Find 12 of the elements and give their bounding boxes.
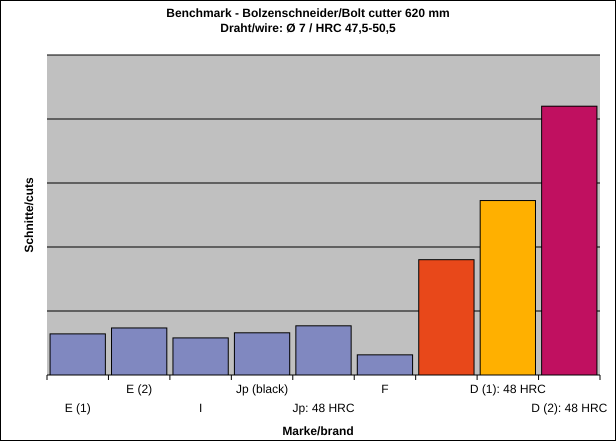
chart-subtitle: Draht/wire: Ø 7 / HRC 47,5-50,5 [220,21,396,35]
x-tick-label: E (2) [126,382,152,396]
x-tick-label: E (1) [64,401,91,415]
x-tick-label: D (1): 48 HRC [470,382,546,396]
x-tick-label: Jp: 48 HRC [292,401,355,415]
y-axis-title: Schnitte/cuts [22,177,36,253]
x-axis-title: Marke/brand [282,424,354,438]
x-tick-label: Jp (black) [236,382,288,396]
x-tick-label: D (2): 48 HRC [531,401,608,415]
x-tick-label: F [381,382,389,396]
chart-title: Benchmark - Bolzenschneider/Bolt cutter 620 mm [166,6,450,20]
x-tick-label: I [198,401,202,415]
